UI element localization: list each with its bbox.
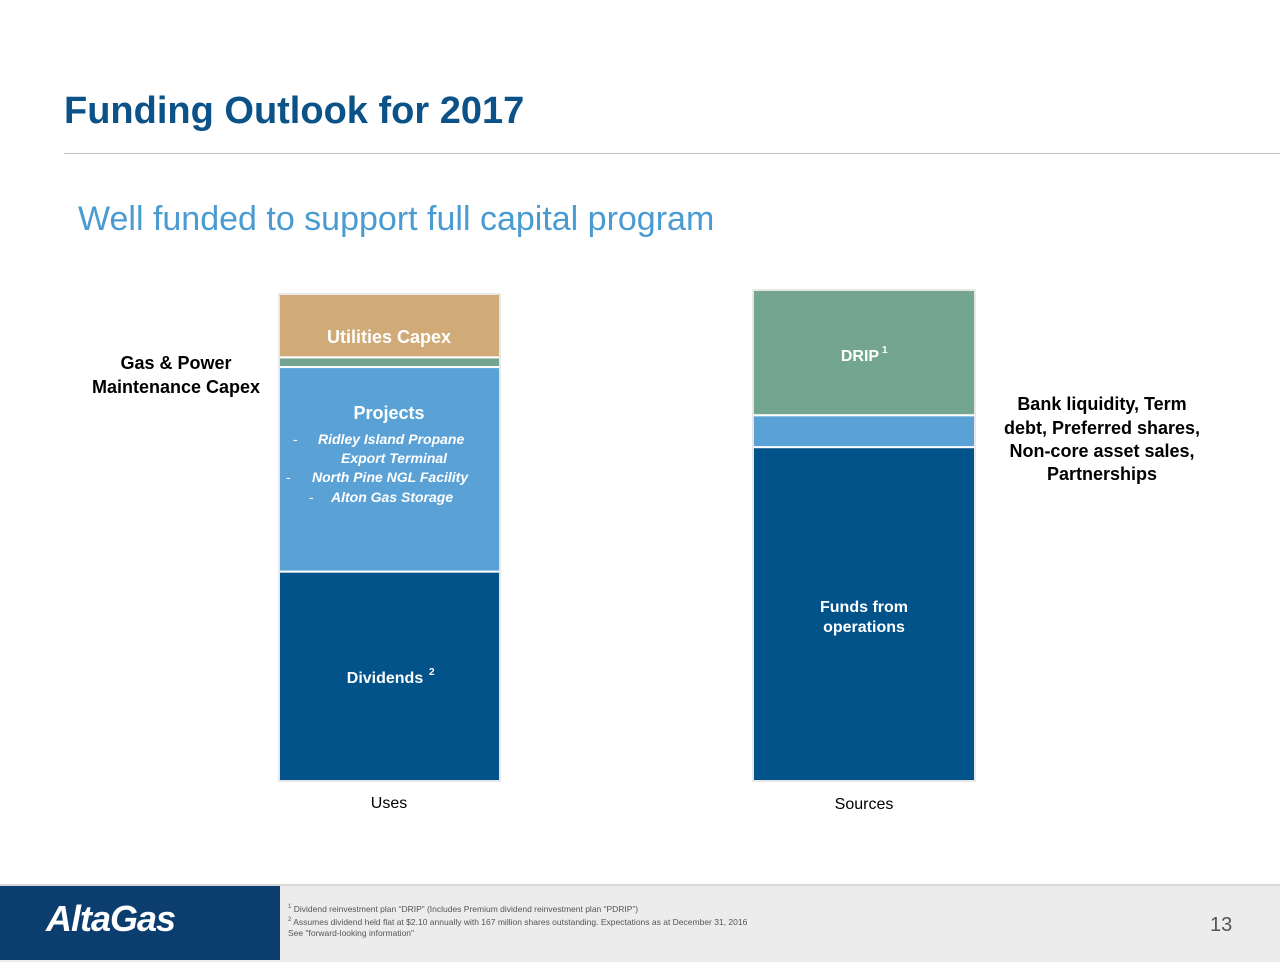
- footnote-2: 2 Assumes dividend held flat at $2.10 an…: [288, 916, 748, 927]
- bullet-dash: -: [286, 469, 291, 485]
- sources-bar: [752, 289, 976, 782]
- gas-power-label: Gas & Power: [120, 353, 231, 373]
- bank-liquidity-label: Bank liquidity, Term: [1017, 394, 1186, 414]
- ffo-label: Funds from: [820, 599, 908, 616]
- ffo-label: operations: [823, 619, 905, 636]
- utilities-capex-label: Utilities Capex: [327, 327, 451, 347]
- category-label-uses: Uses: [371, 795, 407, 812]
- bank-liquidity-label: Non-core asset sales,: [1009, 441, 1194, 461]
- dividends-label: Dividends: [347, 670, 424, 687]
- footnote-3: See "forward-looking information": [288, 927, 415, 938]
- page-title: Funding Outlook for 2017: [64, 90, 525, 132]
- uses-bar-frame: [278, 293, 501, 782]
- bank-liquidity-label: debt, Preferred shares,: [1004, 418, 1200, 438]
- category-label-sources: Sources: [835, 796, 894, 813]
- project-bullet-export: Export Terminal: [341, 450, 448, 466]
- footnotes: 1 Dividend reinvestment plan “DRIP” (Inc…: [288, 902, 747, 939]
- projects-label: Projects: [353, 403, 424, 423]
- page-number: 13: [1210, 914, 1233, 936]
- drip-superscript: 1: [882, 345, 888, 356]
- uses-bar: [278, 293, 501, 783]
- project-bullet-ridley: Ridley Island Propane: [318, 431, 464, 447]
- logo-band: [0, 886, 280, 960]
- funding-chart: Utilities Capex Projects - Ridley Island…: [92, 289, 1200, 813]
- drip-label: DRIP: [841, 348, 880, 365]
- bullet-dash: -: [309, 489, 314, 505]
- sources-bar-frame: [752, 289, 976, 782]
- page-subtitle: Well funded to support full capital prog…: [78, 200, 715, 238]
- footnote-1: 1 Dividend reinvestment plan “DRIP” (Inc…: [288, 903, 639, 914]
- bullet-dash: -: [293, 431, 298, 447]
- title-divider: [64, 153, 1280, 154]
- uses-segment-utilities-capex: [278, 293, 501, 359]
- project-bullet-north-pine: North Pine NGL Facility: [312, 469, 469, 485]
- sources-segment-bank-liquidity-term-debt-preferred-shares-non-core-asset-sales-partnerships: [752, 414, 976, 449]
- sources-segment-funds-from-operations: [752, 446, 976, 782]
- bank-liquidity-label: Partnerships: [1047, 464, 1157, 484]
- altagas-logo: AltaGas: [46, 898, 176, 939]
- uses-segment-gas-power-maintenance-capex: [278, 356, 501, 369]
- dividends-superscript: 2: [429, 667, 435, 678]
- project-bullet-alton: Alton Gas Storage: [330, 489, 453, 505]
- gas-power-label: Maintenance Capex: [92, 377, 260, 397]
